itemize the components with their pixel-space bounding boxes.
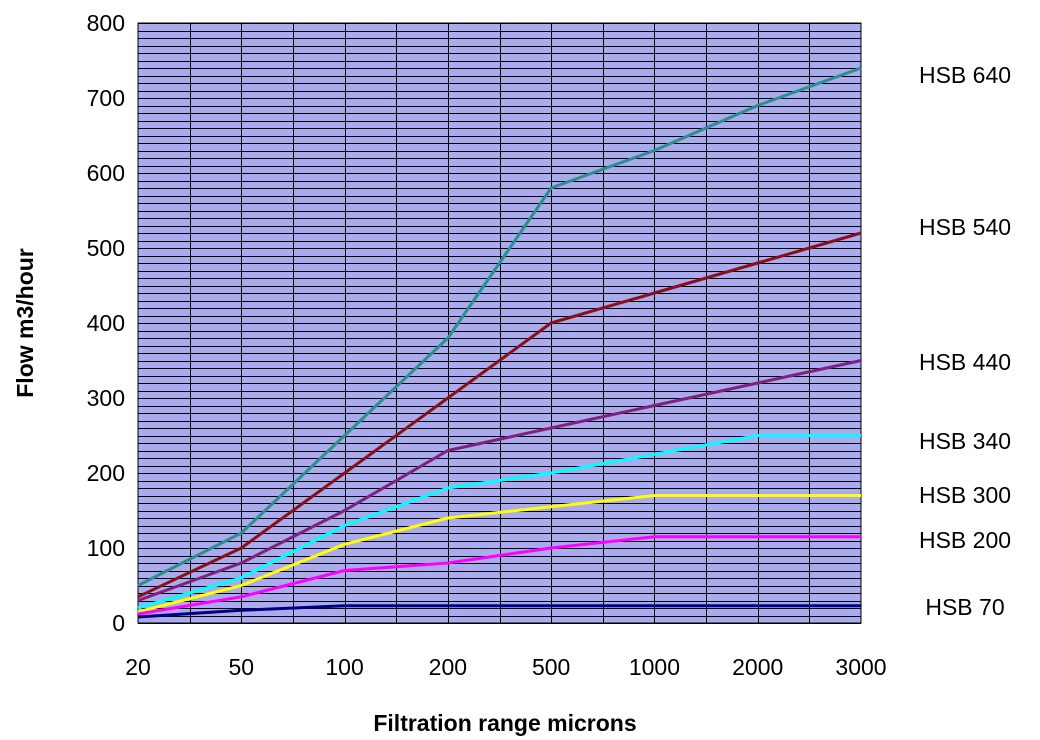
series-line [137, 535, 861, 616]
y-tick-label: 800 [87, 10, 125, 36]
y-tick-label: 600 [87, 160, 125, 186]
y-tick-label: 700 [87, 85, 125, 111]
series-label: HSB 70 [925, 594, 1004, 620]
series-line [137, 604, 861, 619]
y-tick-label: 500 [87, 235, 125, 261]
series-label: HSB 440 [919, 349, 1011, 375]
series-label: HSB 200 [919, 527, 1011, 553]
series-line [137, 434, 861, 610]
series-line [137, 494, 861, 614]
x-tick-label: 500 [532, 654, 570, 680]
y-tick-label: 0 [112, 610, 125, 636]
x-tick-label: 50 [228, 654, 254, 680]
x-tick-label: 1000 [629, 654, 680, 680]
x-tick-label: 100 [325, 654, 363, 680]
series-line [137, 231, 862, 599]
y-axis-title: Flow m3/hour [12, 248, 38, 398]
gridlines [138, 23, 861, 624]
y-tick-label: 400 [87, 310, 125, 336]
x-axis-title: Filtration range microns [373, 710, 636, 736]
x-axis-ticks: 20 50 100 200 500 1000 2000 3000 [125, 654, 886, 680]
series-lines [137, 66, 862, 619]
series-labels: HSB 640 HSB 540 HSB 440 HSB 340 HSB 300 HSB 2… [919, 62, 1011, 620]
x-tick-label: 20 [125, 654, 151, 680]
series-label: HSB 640 [919, 62, 1011, 88]
x-tick-label: 3000 [835, 654, 886, 680]
y-tick-label: 300 [87, 385, 125, 411]
series-label: HSB 540 [919, 214, 1011, 240]
y-tick-label: 100 [87, 535, 125, 561]
y-tick-label: 200 [87, 460, 125, 486]
series-label: HSB 340 [919, 428, 1011, 454]
series-line [137, 359, 862, 602]
series-line [137, 66, 862, 587]
series-label: HSB 300 [919, 482, 1011, 508]
plot-border [137, 22, 862, 624]
x-tick-label: 200 [429, 654, 467, 680]
y-axis-ticks: 0 100 200 300 400 500 600 700 800 [87, 10, 125, 636]
x-tick-label: 2000 [732, 654, 783, 680]
